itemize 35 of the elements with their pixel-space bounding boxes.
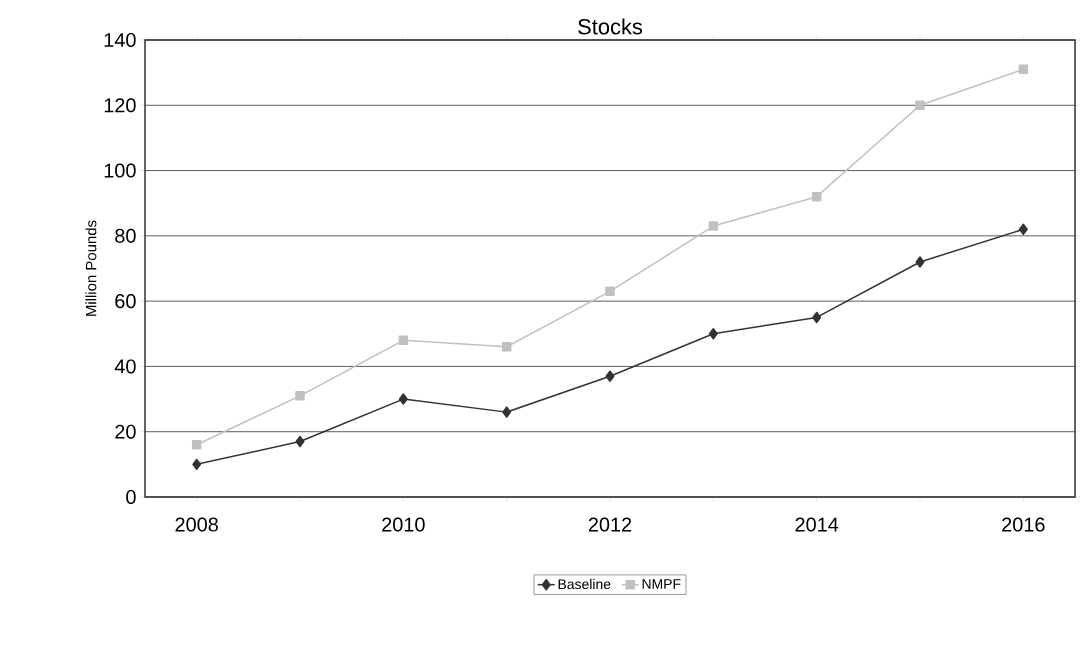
point (708, 328, 718, 340)
point (502, 406, 512, 418)
point (295, 391, 305, 401)
point (398, 393, 408, 405)
y-axis-title: Million Pounds (85, 220, 97, 316)
legend-label: Baseline (558, 578, 611, 590)
y-tick-label: 120 (104, 98, 136, 113)
point (398, 335, 409, 346)
y-tick-label: 40 (114, 359, 136, 374)
point (1018, 223, 1028, 236)
point (501, 342, 512, 352)
chart-title: Stocks (578, 18, 643, 35)
y-tick-label: 100 (104, 163, 136, 178)
x-tick-label: 2012 (588, 517, 632, 532)
point (1018, 64, 1029, 75)
point (605, 370, 615, 382)
point (191, 440, 202, 450)
y-tick-label: 80 (115, 228, 136, 243)
point (192, 458, 202, 471)
legend-label: NMPF (642, 579, 681, 589)
point (295, 435, 305, 448)
point (605, 286, 615, 297)
y-tick-label: 0 (126, 489, 136, 505)
point (708, 221, 719, 231)
point (915, 256, 925, 268)
x-tick-label: 2010 (382, 517, 425, 532)
x-tick-label: 2008 (175, 517, 218, 532)
y-tick-label: 140 (104, 32, 136, 48)
x-tick-label: 2016 (1002, 517, 1045, 532)
y-tick-label: 20 (115, 424, 136, 439)
x-tick-label: 2014 (795, 517, 839, 532)
point (811, 191, 822, 202)
point (915, 100, 925, 111)
y-tick-label: 60 (115, 294, 136, 309)
point (812, 311, 822, 324)
